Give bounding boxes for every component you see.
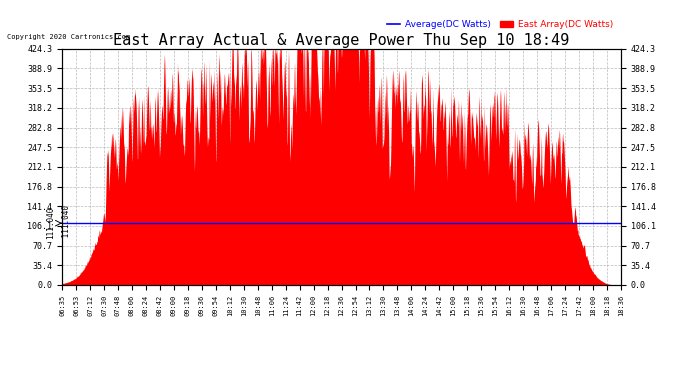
Text: 111.040: 111.040 bbox=[46, 207, 55, 239]
Title: East Array Actual & Average Power Thu Sep 10 18:49: East Array Actual & Average Power Thu Se… bbox=[113, 33, 570, 48]
Text: 111.040: 111.040 bbox=[62, 205, 71, 242]
Text: Copyright 2020 Cartronics.com: Copyright 2020 Cartronics.com bbox=[7, 34, 130, 40]
Legend: Average(DC Watts), East Array(DC Watts): Average(DC Watts), East Array(DC Watts) bbox=[383, 16, 616, 33]
